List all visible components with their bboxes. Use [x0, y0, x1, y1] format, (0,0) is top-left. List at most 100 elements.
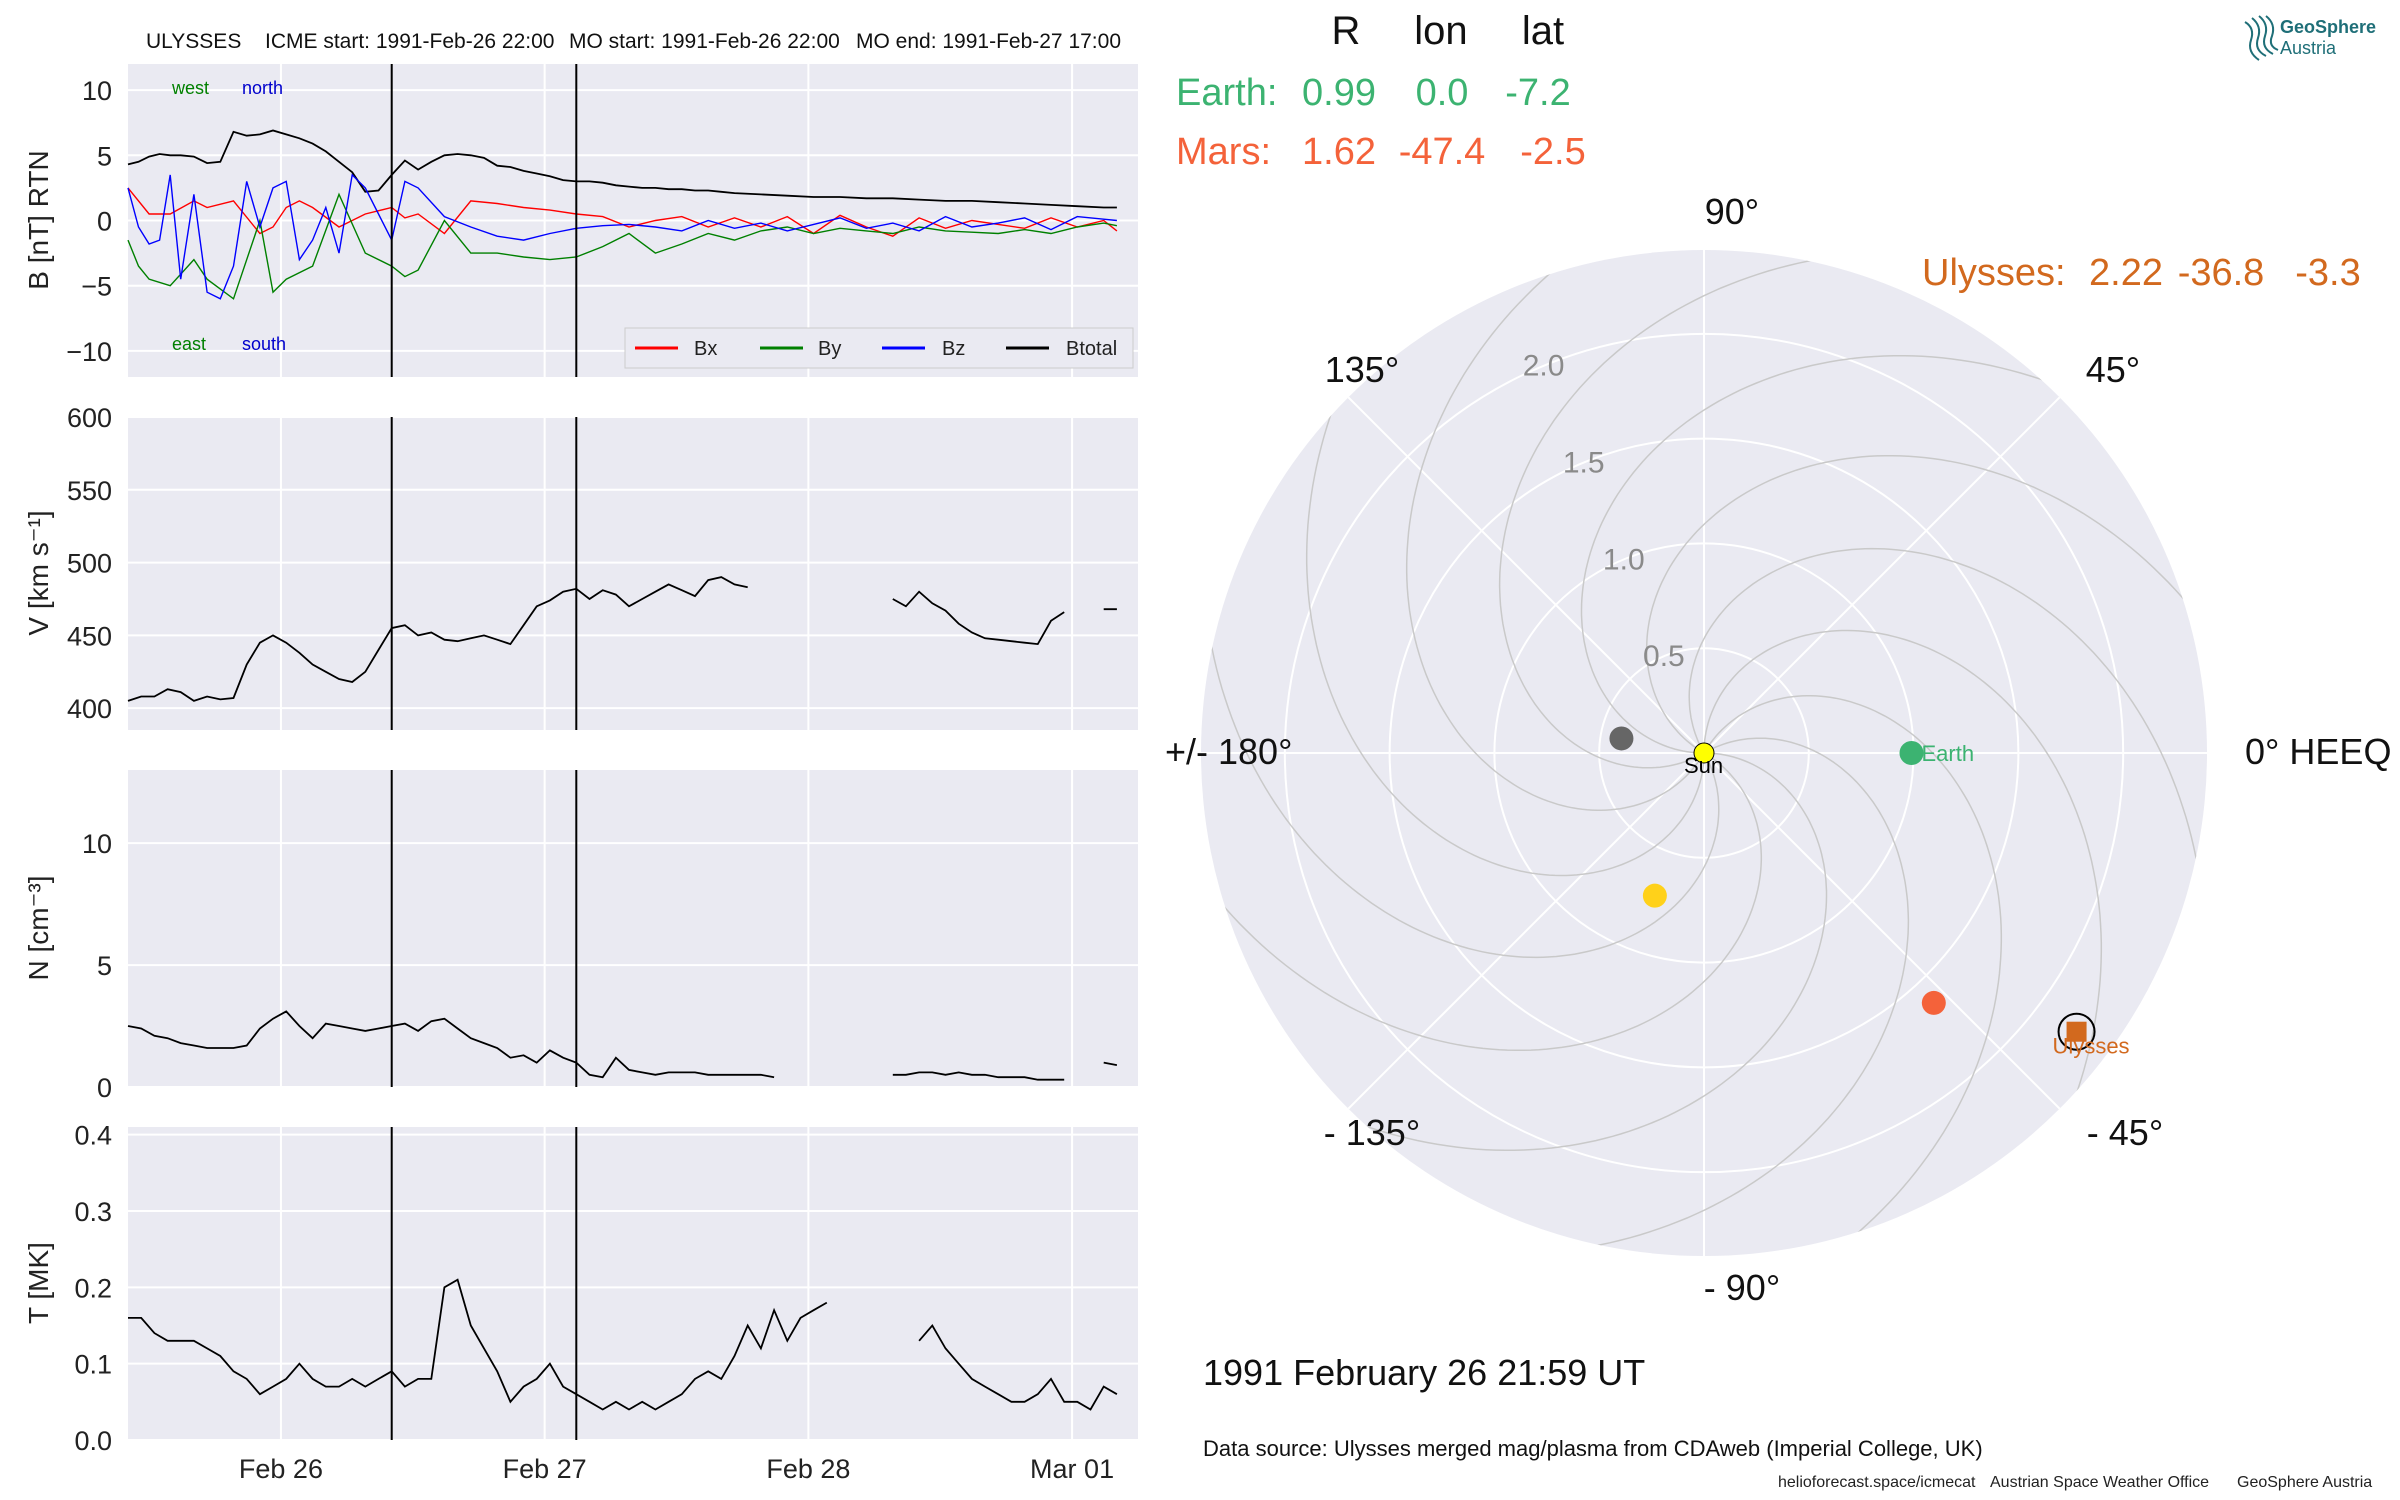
mars-marker	[1921, 990, 1946, 1015]
polar-spoke	[1347, 752, 1705, 1110]
ulysses-row: Ulysses: 2.22 -36.8 -3.3	[1922, 252, 2361, 294]
annotation-north: north	[242, 78, 283, 98]
angle-label: 90°	[1705, 191, 1759, 232]
parker-spiral	[1405, 250, 1705, 812]
geosphere-logo: GeoSphere Austria	[2244, 15, 2376, 61]
table-header-lon: lon	[1414, 9, 1467, 53]
annotation-west: west	[171, 78, 209, 98]
parker-spirals	[1201, 250, 2207, 1256]
y-tick-label: −5	[81, 272, 112, 302]
parker-spiral	[1203, 595, 1720, 959]
radial-tick-label: 1.0	[1603, 543, 1645, 576]
y-tick-label: 400	[67, 694, 112, 724]
legend-by: By	[818, 338, 841, 360]
mo-start: MO start: 1991-Feb-26 22:00	[569, 30, 840, 53]
sun-marker	[1693, 742, 1715, 764]
spacecraft-name: ULYSSES	[146, 30, 241, 53]
gridlines	[128, 64, 1138, 1441]
icme-start: ICME start: 1991-Feb-26 22:00	[265, 30, 554, 53]
panel-t-background	[128, 1127, 1138, 1440]
footer-office: Austrian Space Weather Office	[1990, 1474, 2209, 1491]
t-axis-label: T [MK]	[23, 1242, 54, 1324]
y-tick-label: 0	[97, 207, 112, 237]
legend-btotal: Btotal	[1066, 338, 1117, 360]
earth-label: Earth	[1921, 741, 1974, 766]
y-tick-label: 0.4	[74, 1121, 112, 1151]
y-tick-label: 600	[67, 403, 112, 433]
y-tick-label: 5	[97, 951, 112, 981]
timestamp: 1991 February 26 21:59 UT	[1203, 1352, 1645, 1393]
logo-text-2: Austria	[2280, 38, 2337, 58]
polar-spoke	[1347, 396, 1705, 754]
parker-spiral	[1703, 629, 2103, 1140]
parker-spiral	[1317, 752, 1828, 1152]
ulysses-marker	[2066, 1021, 2087, 1042]
footer-site: helioforecast.space/icmecat	[1778, 1474, 1976, 1491]
earth-marker	[1899, 741, 1924, 765]
annotation-east: east	[172, 334, 206, 354]
angle-label: 135°	[1325, 349, 1399, 390]
panel-v-background	[128, 417, 1138, 730]
angle-label: - 135°	[1324, 1112, 1420, 1153]
y-tick-label: 550	[67, 476, 112, 506]
series-btotal	[127, 129, 1117, 209]
earth-lat: -7.2	[1505, 72, 1570, 114]
x-tick-label: Feb 28	[766, 1454, 850, 1484]
ulysses-name: Ulysses:	[1922, 252, 2066, 294]
table-header-r: R	[1332, 9, 1361, 53]
b-axis-label: B [nT] RTN	[23, 150, 54, 290]
mars-r: 1.62	[1302, 131, 1376, 173]
timeseries-lines	[127, 129, 1118, 1411]
radial-tick-label: 0.5	[1643, 640, 1685, 673]
polar-plot: 0.5 1.0 1.5 2.0 90° 45° 0° HEEQ - 45° - 90° - 135…	[1165, 191, 2391, 1308]
b-legend: Bx By Bz Btotal	[624, 327, 1134, 369]
parker-spiral	[1498, 252, 1862, 769]
y-tick-label: −10	[66, 337, 112, 367]
angle-label: - 45°	[2087, 1112, 2163, 1153]
polar-spoke	[1703, 396, 2061, 754]
ulysses-lon: -36.8	[2178, 252, 2265, 294]
annotation-south: south	[242, 334, 286, 354]
venus-marker	[1642, 883, 1667, 908]
mo-end: MO end: 1991-Feb-27 17:00	[856, 30, 1121, 53]
y-tick-label: 500	[67, 549, 112, 579]
mars-lat: -2.5	[1520, 131, 1585, 173]
y-tick-label: 5	[97, 141, 112, 171]
ulysses-label: Ulysses	[2053, 1034, 2130, 1059]
mars-lon: -47.4	[1399, 131, 1486, 173]
event-markers	[390, 64, 578, 1440]
x-tick-label: Feb 27	[503, 1454, 587, 1484]
n-axis-label: N [cm⁻³]	[23, 876, 54, 981]
parker-spiral	[1305, 366, 1705, 877]
axis-ticks: 10 5 0 −5 −10 600 550 500 450 400 10 5 0 0.4 0.3 0.2 0.1…	[66, 76, 1114, 1484]
y-tick-label: 0.2	[74, 1273, 112, 1303]
legend-bz: Bz	[942, 338, 965, 360]
table-header-lat: lat	[1522, 9, 1564, 53]
parker-spiral	[1201, 752, 1763, 1052]
polar-spoke	[1703, 752, 2061, 1110]
angle-label: 45°	[2086, 349, 2140, 390]
earth-r: 0.99	[1302, 72, 1376, 114]
angle-label: +/- 180°	[1165, 731, 1292, 772]
ulysses-ring	[2057, 1012, 2096, 1051]
series-bz	[127, 173, 1117, 300]
earth-row: Earth: 0.99 0.0 -7.2	[1176, 72, 1571, 114]
y-tick-label: 0.3	[74, 1197, 112, 1227]
y-tick-label: 0	[97, 1073, 112, 1103]
y-tick-label: 10	[82, 76, 112, 106]
radial-tick-label: 2.0	[1523, 350, 1565, 383]
logo-icon	[2244, 15, 2279, 61]
y-tick-label: 0.1	[74, 1350, 112, 1380]
mercury-marker	[1609, 726, 1634, 751]
angle-label: - 90°	[1704, 1267, 1780, 1308]
sun-label: Sun	[1684, 753, 1723, 778]
data-source: Data source: Ulysses merged mag/plasma f…	[1203, 1436, 1983, 1461]
parker-spiral	[1688, 547, 2205, 911]
radial-tick-label: 1.5	[1563, 447, 1605, 480]
x-tick-label: Mar 01	[1030, 1454, 1114, 1484]
parker-spiral	[1703, 694, 2003, 1256]
mars-name: Mars:	[1176, 131, 1271, 173]
legend-bx: Bx	[694, 338, 717, 360]
parker-spiral	[1580, 354, 2091, 754]
